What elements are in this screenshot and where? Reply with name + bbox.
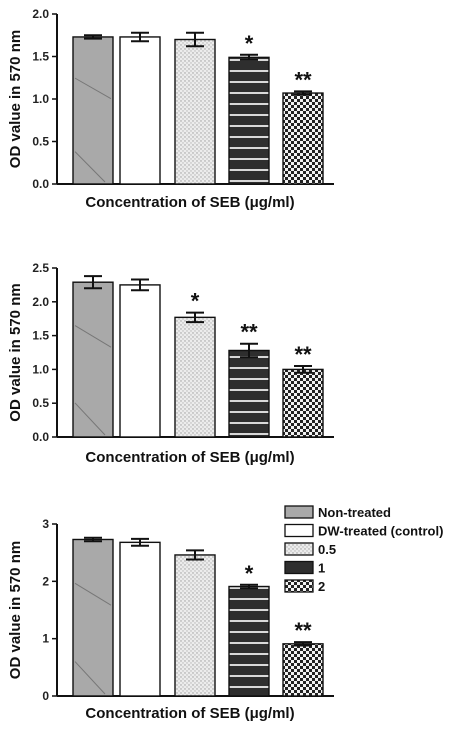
legend-label: 2 bbox=[318, 579, 325, 594]
significance-label: ** bbox=[294, 67, 312, 92]
bar-0-5 bbox=[174, 316, 216, 438]
y-tick-label: 0.5 bbox=[32, 396, 49, 410]
significance-label: * bbox=[191, 289, 200, 314]
legend-label: DW-treated (control) bbox=[318, 524, 443, 539]
bar-1 bbox=[228, 585, 270, 697]
bar-non-treated bbox=[72, 538, 114, 697]
y-tick-label: 0 bbox=[42, 689, 49, 703]
bar-texture-line bbox=[74, 77, 112, 100]
bar-1 bbox=[228, 56, 270, 185]
y-axis-title: OD value in 570 nm bbox=[7, 283, 24, 421]
x-axis-title: Concentration of SEB (μg/ml) bbox=[85, 194, 294, 211]
legend-swatch bbox=[284, 505, 314, 519]
legend-swatch bbox=[284, 579, 314, 593]
significance-label: * bbox=[245, 31, 254, 56]
bar-1 bbox=[228, 349, 270, 438]
significance-label: ** bbox=[240, 320, 258, 345]
y-tick-label: 1.0 bbox=[32, 362, 49, 376]
bar-2 bbox=[282, 643, 324, 697]
x-axis-title: Concentration of SEB (μg/ml) bbox=[85, 705, 294, 722]
significance-label: ** bbox=[294, 342, 312, 367]
bar-texture-line bbox=[74, 325, 112, 348]
legend-swatch bbox=[284, 542, 314, 556]
y-tick-label: 1.5 bbox=[32, 329, 49, 343]
legend-label: 0.5 bbox=[318, 542, 336, 557]
y-tick-label: 2.0 bbox=[32, 7, 49, 21]
y-tick-label: 2.5 bbox=[32, 261, 49, 275]
bar-texture-line bbox=[74, 151, 106, 183]
legend-label: Non-treated bbox=[318, 505, 391, 520]
legend-swatch bbox=[284, 560, 314, 575]
y-axis-title: OD value in 570 nm bbox=[7, 541, 24, 679]
y-tick-label: 1 bbox=[42, 632, 49, 646]
significance-label: * bbox=[245, 561, 254, 586]
y-tick-label: 0.5 bbox=[32, 135, 49, 149]
significance-label: ** bbox=[294, 618, 312, 643]
y-tick-label: 2 bbox=[42, 574, 49, 588]
bar-non-treated bbox=[72, 281, 114, 438]
bar-0-5 bbox=[174, 554, 216, 697]
bar-2 bbox=[282, 368, 324, 438]
legend-swatch bbox=[284, 523, 314, 538]
legend-label: 1 bbox=[318, 561, 325, 576]
bar-texture-line bbox=[74, 402, 106, 436]
bar-dw-treated-control- bbox=[119, 541, 161, 697]
bar-dw-treated-control- bbox=[119, 36, 161, 185]
y-tick-label: 1.5 bbox=[32, 50, 49, 64]
y-tick-label: 0.0 bbox=[32, 177, 49, 191]
bar-texture-line bbox=[74, 661, 106, 695]
y-tick-label: 0.0 bbox=[32, 430, 49, 444]
y-tick-label: 1.0 bbox=[32, 92, 49, 106]
y-axis-title: OD value in 570 nm bbox=[7, 30, 24, 168]
bar-non-treated bbox=[72, 36, 114, 185]
bar-dw-treated-control- bbox=[119, 284, 161, 438]
bar-2 bbox=[282, 92, 324, 185]
y-tick-label: 2.0 bbox=[32, 295, 49, 309]
bar-texture-line bbox=[74, 582, 112, 606]
bar-0-5 bbox=[174, 38, 216, 185]
x-axis-title: Concentration of SEB (μg/ml) bbox=[85, 449, 294, 466]
y-tick-label: 3 bbox=[42, 517, 49, 531]
